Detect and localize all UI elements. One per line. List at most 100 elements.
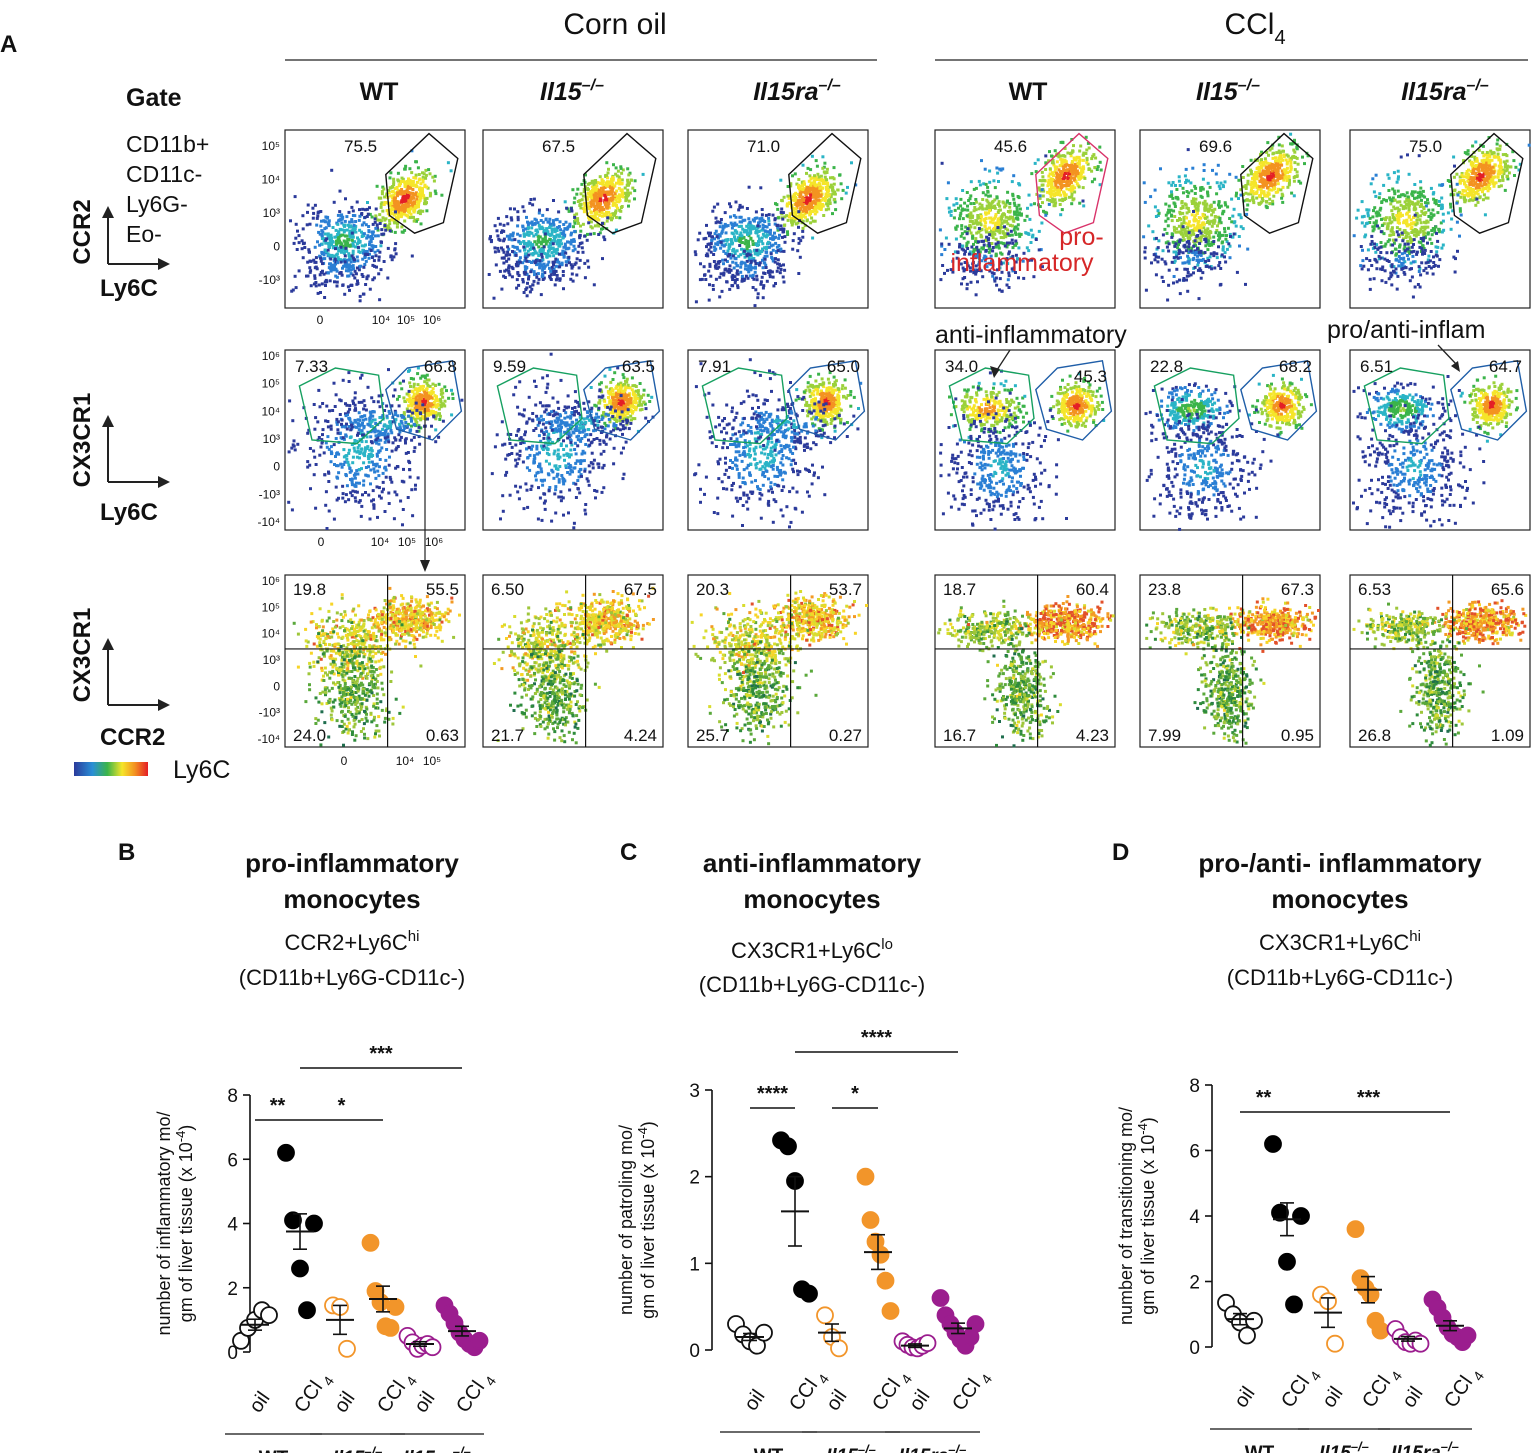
data-point xyxy=(470,1331,489,1350)
y-tick-label: 2 xyxy=(1189,1273,1200,1294)
y-tick-label: -10³ xyxy=(259,706,280,720)
row3-q-upper-right: 65.6 xyxy=(1491,580,1524,599)
x-tick-label: 10⁵ xyxy=(423,754,441,768)
panel-gate-line: (CD11b+Ly6G-CD11c-) xyxy=(699,972,925,997)
panel-title-line2: monocytes xyxy=(743,884,880,914)
row3-q-upper-right: 67.5 xyxy=(624,580,657,599)
y-tick-label: 8 xyxy=(227,1086,238,1107)
y-tick-label: 10⁶ xyxy=(262,574,280,588)
y-tick-label: 10⁴ xyxy=(261,627,280,641)
panel-letter: B xyxy=(118,839,135,866)
row2-gate-left-2 xyxy=(701,367,788,445)
flow-plot-r2-c0: 7.33 66.8 xyxy=(284,349,466,531)
pro-label-line1: pro- xyxy=(1059,223,1103,251)
panel-title-line1: anti-inflammatory xyxy=(703,848,922,878)
row2-left-value: 9.59 xyxy=(493,357,526,376)
data-point xyxy=(260,1306,278,1324)
x-tick-label: CCl 4 xyxy=(452,1367,499,1419)
x-tick-label: 10⁶ xyxy=(423,313,441,327)
y-tick-label: 10³ xyxy=(263,653,280,667)
series-0 xyxy=(1217,1293,1263,1345)
row2-axis-indicator: CX3CR1 Ly6C xyxy=(69,393,170,526)
y-tick-label: 10⁵ xyxy=(262,139,280,153)
x-tick-labels: 0 10⁴ 10⁵ 10⁶ xyxy=(318,535,444,549)
row3-q-lower-right: 4.24 xyxy=(624,726,657,745)
data-point xyxy=(1292,1207,1310,1225)
row2-right-value: 45.3 xyxy=(1074,367,1107,386)
x-tick-label: CCl 4 xyxy=(373,1367,420,1419)
row3-q-upper-left: 20.3 xyxy=(696,580,729,599)
y-axis-label: number of transitioning mo/gm of liver t… xyxy=(1116,1107,1158,1325)
panel-marker: CX3CR1+Ly6Chi xyxy=(1259,928,1421,955)
x-tick-label: 0 xyxy=(317,313,324,327)
gate-definition: CD11b+ CD11c- Ly6G- Eo- xyxy=(126,131,209,247)
data-point xyxy=(1285,1295,1303,1314)
series-1 xyxy=(772,1131,818,1303)
group-label: Il15ra–/– xyxy=(403,1444,471,1453)
group-label: Il15ra–/– xyxy=(1391,1439,1459,1453)
series-4 xyxy=(398,1327,442,1358)
y-tick-label: 0 xyxy=(273,460,280,474)
y-tick-label: 2 xyxy=(227,1279,238,1300)
panel-letter: D xyxy=(1112,839,1129,866)
significance-label: * xyxy=(338,1095,346,1117)
row1-gate-value: 75.0 xyxy=(1409,137,1442,156)
row3-q-upper-left: 18.7 xyxy=(943,580,976,599)
genotype-header-4: Il15–/– xyxy=(1196,77,1260,106)
significance-label: ** xyxy=(1256,1087,1272,1109)
y-tick-label: -10⁴ xyxy=(258,732,281,746)
row2-gate-left-0 xyxy=(298,367,385,445)
row3-q-lower-left: 7.99 xyxy=(1148,726,1181,745)
series-3 xyxy=(1346,1220,1390,1340)
flow-plot-r1-c2: 71.0 xyxy=(687,129,869,309)
x-tick-label: oil xyxy=(905,1386,935,1415)
row3-q-lower-right: 1.09 xyxy=(1491,726,1524,745)
row1-gate-value: 69.6 xyxy=(1199,137,1232,156)
x-tick-label: oil xyxy=(410,1388,440,1417)
y-tick-label: 0 xyxy=(273,679,280,693)
y-tick-labels: 10⁶ 10⁵ 10⁴ 10³ 0 -10³ -10⁴ xyxy=(258,574,281,746)
gate-title: Gate xyxy=(126,84,182,112)
x-tick-label: 10⁴ xyxy=(371,535,390,549)
flow-plot-r1-c5: 75.0 xyxy=(1349,129,1531,309)
group-label: WT xyxy=(1245,1443,1275,1453)
series-5 xyxy=(435,1296,489,1357)
row2-y-label: CX3CR1 xyxy=(69,393,96,488)
x-tick-label: oil xyxy=(330,1388,360,1417)
panel-gate-line: (CD11b+Ly6G-CD11c-) xyxy=(1227,965,1453,990)
row3-x-label: CCR2 xyxy=(100,724,165,751)
significance-label: *** xyxy=(1357,1087,1381,1109)
row2-gate-right-2 xyxy=(788,360,866,441)
significance-label: * xyxy=(851,1083,859,1105)
data-point xyxy=(871,1245,890,1264)
data-point xyxy=(876,1271,895,1290)
row2-right-value: 63.5 xyxy=(622,357,655,376)
row1-gate-value: 67.5 xyxy=(542,137,575,156)
group-label: Il15–/– xyxy=(333,1444,383,1453)
row2-gate-right-3 xyxy=(1035,360,1113,441)
proanti-label-arrowhead xyxy=(1451,361,1460,372)
data-point xyxy=(881,1302,900,1320)
series-5 xyxy=(931,1289,985,1355)
flow-plot-r3-c4: 23.8 67.3 7.99 0.95 xyxy=(1139,574,1321,748)
y-tick-label: 6 xyxy=(1189,1142,1200,1163)
data-point xyxy=(1278,1252,1296,1271)
flow-plot-r2-c5: 6.51 64.7 xyxy=(1349,349,1531,531)
x-tick-label: CCl 4 xyxy=(1277,1362,1324,1414)
flow-plot-r2-c4: 22.8 68.2 xyxy=(1139,349,1321,531)
x-tick-label: oil xyxy=(245,1388,275,1417)
row3-q-lower-left: 26.8 xyxy=(1358,726,1391,745)
row3-q-upper-right: 60.4 xyxy=(1076,580,1109,599)
data-point xyxy=(381,1319,400,1337)
genotype-column-headers: WT Il15–/– Il15ra–/– WT Il15–/– Il15ra–/– xyxy=(360,77,1489,106)
anti-inflammatory-gate-label: anti-inflammatory xyxy=(935,321,1127,349)
y-tick-label: 0 xyxy=(689,1341,700,1362)
x-tick-label: CCl 4 xyxy=(1358,1362,1405,1414)
panel-gate-line: (CD11b+Ly6G-CD11c-) xyxy=(239,965,465,990)
panel-a-letter: A xyxy=(0,31,17,58)
